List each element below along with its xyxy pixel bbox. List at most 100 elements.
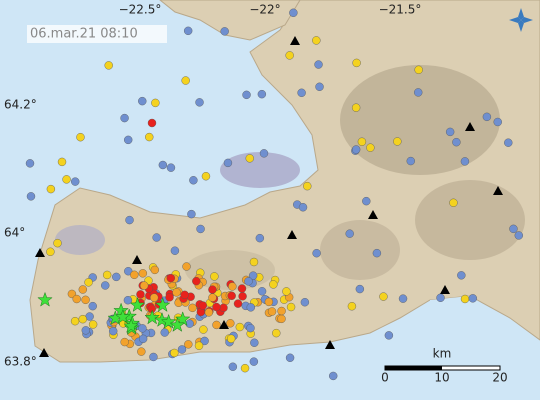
- earthquake-dot: [182, 262, 191, 271]
- earthquake-dot: [192, 276, 201, 286]
- earthquake-dot: [406, 156, 415, 166]
- earthquake-dot: [237, 284, 247, 293]
- earthquake-dot: [57, 157, 67, 167]
- earthquake-dot: [264, 297, 274, 307]
- earthquake-dot: [468, 294, 478, 303]
- earthquake-dot: [352, 58, 361, 68]
- earthquake-dot: [139, 281, 149, 290]
- earthquake-dot: [248, 271, 258, 280]
- earthquake-dot: [200, 336, 209, 346]
- earthquake-dot: [104, 61, 113, 70]
- earthquake-dot: [166, 273, 175, 283]
- earthquake-dot: [53, 238, 62, 248]
- earthquake-dot: [240, 363, 250, 373]
- earthquake-dot: [226, 319, 235, 328]
- earthquake-dot: [246, 303, 255, 312]
- earthquake-dot: [195, 98, 204, 107]
- scale-label: 0: [381, 371, 389, 385]
- earthquake-dot: [101, 281, 110, 290]
- eruption-star: [154, 297, 171, 313]
- earthquake-dot: [136, 290, 145, 299]
- timestamp-box: [27, 25, 167, 43]
- earthquake-dot: [414, 65, 423, 75]
- earthquake-dot: [71, 177, 80, 186]
- earthquake-dot: [393, 137, 402, 146]
- scale-unit: km: [433, 347, 452, 361]
- earthquake-dot: [249, 357, 259, 366]
- eruption-stars: [37, 291, 191, 335]
- earthquake-dot: [449, 198, 458, 207]
- earthquake-dot: [445, 127, 455, 137]
- earthquake-dot: [233, 299, 243, 308]
- eruption-star: [114, 308, 131, 324]
- earthquake-dot: [298, 203, 308, 212]
- eruption-star: [144, 309, 161, 325]
- earthquake-dot: [249, 257, 259, 267]
- earthquake-dot: [201, 172, 211, 181]
- earthquake-dot: [170, 246, 180, 255]
- earthquake-dot: [297, 88, 306, 97]
- earthquake-dot: [347, 302, 357, 311]
- earthquake-dot: [123, 296, 133, 305]
- eruption-star: [169, 317, 186, 332]
- earthquake-dot: [286, 302, 296, 312]
- earthquake-dot: [285, 51, 294, 60]
- earthquake-dot: [199, 325, 208, 334]
- earthquake-dot: [242, 90, 251, 100]
- earthquake-dot: [504, 138, 513, 147]
- earthquake-dot: [194, 341, 204, 350]
- earthquake-dot: [235, 322, 245, 332]
- earthquake-dot: [208, 285, 217, 294]
- earthquake-dot: [312, 36, 321, 45]
- earthquake-dot: [78, 314, 87, 324]
- earthquake-dot: [259, 149, 269, 158]
- earthquake-dot: [314, 60, 323, 69]
- earthquake-dot: [245, 154, 254, 163]
- earthquake-dot: [46, 247, 55, 256]
- earthquake-dot: [151, 98, 160, 108]
- earthquake-dot: [220, 27, 229, 36]
- longitude-label: −22.5°: [119, 3, 162, 17]
- earthquake-dot: [183, 26, 193, 36]
- eruption-star: [160, 313, 177, 329]
- earthquake-dot: [355, 284, 365, 294]
- earthquake-dot: [285, 353, 295, 362]
- latitude-label: 63.8°: [4, 355, 37, 369]
- earthquake-dot: [267, 307, 277, 316]
- earthquake-dot: [187, 209, 196, 219]
- earthquake-dot: [379, 292, 388, 301]
- scale-label: 20: [492, 371, 507, 385]
- earthquake-dot: [366, 143, 375, 152]
- eruption-star: [174, 311, 191, 327]
- earthquake-dot: [172, 288, 181, 297]
- earthquake-dot: [414, 88, 423, 97]
- earthquake-dot: [384, 331, 394, 340]
- earthquake-dot: [181, 76, 190, 85]
- earthquake-dot: [372, 248, 382, 258]
- earthquake-dot: [72, 294, 81, 304]
- earthquake-dot: [509, 224, 518, 234]
- earthquake-dot: [315, 82, 324, 91]
- earthquake-dot: [150, 265, 160, 275]
- earthquake-dot: [269, 280, 278, 289]
- earthquake-dot: [514, 231, 523, 240]
- earthquake-dot: [70, 316, 80, 326]
- earthquake-dot: [289, 8, 298, 17]
- earthquake-dot: [120, 113, 129, 123]
- earthquake-dot: [84, 278, 93, 287]
- earthquake-dot: [102, 270, 112, 280]
- earthquake-dot: [210, 272, 219, 281]
- earthquake-dot: [303, 181, 312, 191]
- earthquake-dot: [226, 334, 236, 343]
- earthquake-dot: [46, 184, 56, 194]
- scale-bar: km 0 10 20: [381, 347, 507, 385]
- earthquake-dot: [137, 347, 146, 356]
- earthquake-dot: [329, 371, 338, 381]
- eruption-star: [123, 317, 140, 333]
- timestamp: 06.mar.21 08:10: [30, 27, 138, 42]
- earthquake-dot: [160, 328, 169, 337]
- earthquake-dot: [158, 160, 168, 170]
- earthquake-dot: [180, 290, 189, 300]
- earthquake-dot: [212, 302, 221, 312]
